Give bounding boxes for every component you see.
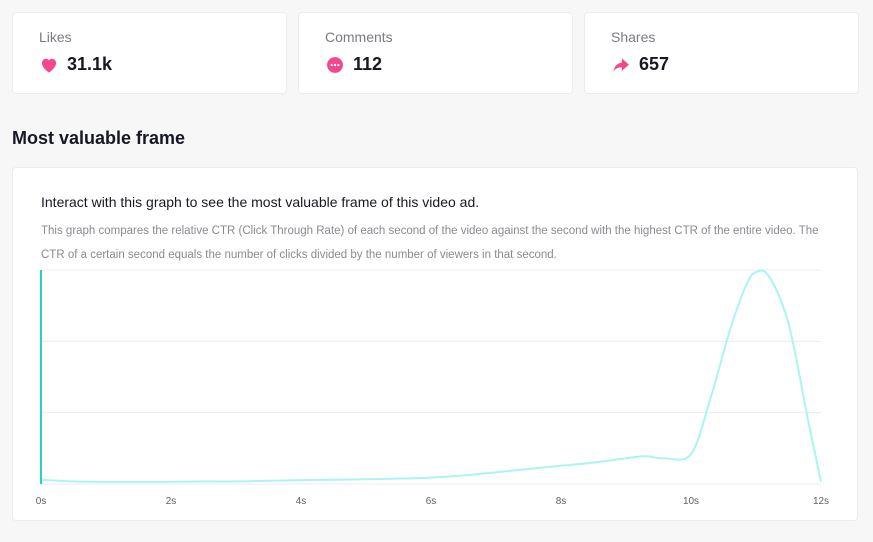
x-tick-label: 12s <box>813 496 829 507</box>
shares-card: Shares 657 <box>584 12 859 94</box>
x-tick-label: 8s <box>556 496 567 507</box>
shares-value-row: 657 <box>611 54 832 75</box>
likes-card: Likes 31.1k <box>12 12 287 94</box>
comment-icon <box>325 55 345 75</box>
ctr-graph-card: Interact with this graph to see the most… <box>12 167 858 521</box>
graph-heading: Interact with this graph to see the most… <box>41 194 480 210</box>
likes-value-row: 31.1k <box>39 54 260 75</box>
ctr-series-line <box>40 269 822 483</box>
stats-row: Likes 31.1k Comments 112 Shares 657 <box>12 12 859 94</box>
comments-count: 112 <box>353 54 383 74</box>
graph-description: This graph compares the relative CTR (Cl… <box>41 225 819 261</box>
comments-label: Comments <box>325 29 393 45</box>
x-tick-label: 2s <box>166 496 177 507</box>
x-tick-label: 0s <box>36 496 47 507</box>
share-icon <box>611 55 631 75</box>
ctr-line-chart[interactable]: 0s 2s 4s 6s 8s 10s 12s <box>13 266 859 522</box>
shares-count: 657 <box>639 54 670 74</box>
shares-label: Shares <box>611 29 656 45</box>
comments-value-row: 112 <box>325 54 546 75</box>
x-tick-label: 10s <box>683 496 699 507</box>
likes-label: Likes <box>39 29 72 45</box>
x-tick-label: 6s <box>426 496 437 507</box>
heart-icon <box>39 55 59 75</box>
x-tick-label: 4s <box>296 496 307 507</box>
section-title: Most valuable frame <box>12 128 186 148</box>
comments-card: Comments 112 <box>298 12 573 94</box>
likes-count: 31.1k <box>67 54 113 74</box>
